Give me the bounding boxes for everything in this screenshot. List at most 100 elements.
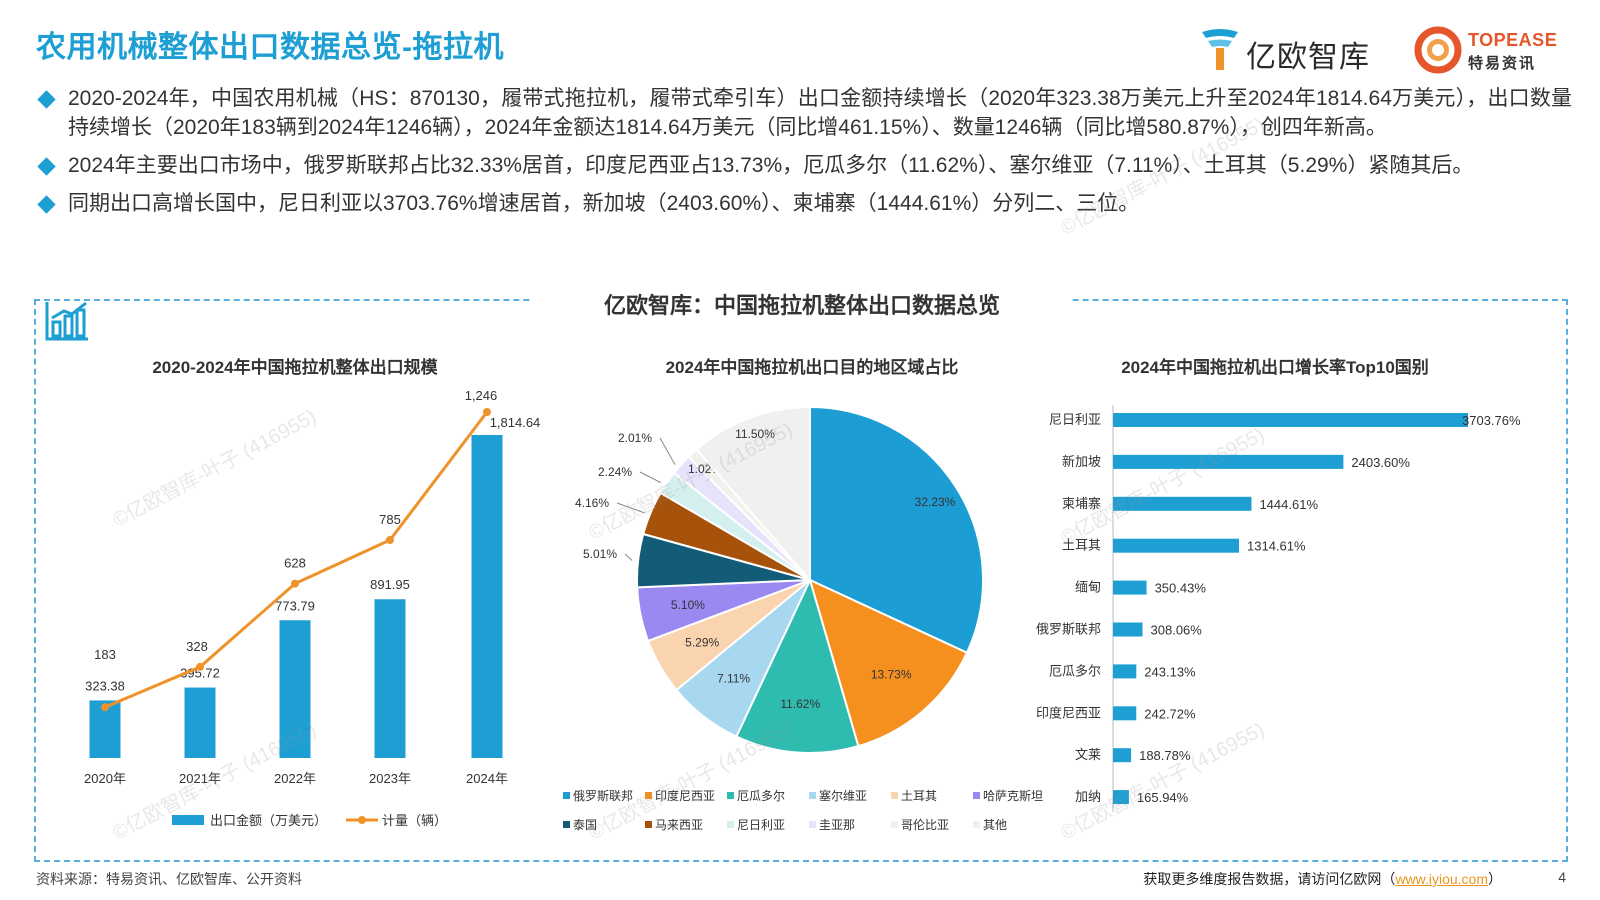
bullet-3-text: 同期出口高增长国中，尼日利亚以3703.76%增速居首，新加坡（2403.60%… [68,192,1140,215]
growth-bar [1113,706,1137,721]
export-value-bar [471,435,503,758]
growth-bar [1113,748,1132,763]
legend-swatch [727,821,734,828]
country-label: 俄罗斯联邦 [1036,622,1101,637]
yiou-logo-text: 亿欧智库 [1246,41,1370,74]
chart2-title: 2024年中国拖拉机出口目的地区域占比 [665,358,959,377]
footer-cta-end: ） [1488,871,1502,887]
legend-label: 塞尔维亚 [819,788,867,803]
growth-bar [1113,580,1147,595]
quantity-point [196,662,204,671]
pie-slice-label: 11.62% [780,697,820,711]
legend-label: 泰国 [573,818,597,832]
country-label: 缅甸 [1075,580,1101,595]
legend-swatch [809,792,816,799]
growth-bar [1113,622,1143,637]
country-label: 加纳 [1075,789,1101,804]
x-tick-label: 2021年 [179,771,221,786]
growth-value-label: 1314.61% [1247,539,1306,554]
quantity-point [483,408,491,416]
pie-slice [735,577,860,754]
legend-swatch [891,792,898,799]
legend-label: 土耳其 [901,789,937,803]
country-label: 柬埔寨 [1062,496,1101,511]
legend-swatch [563,792,570,799]
legend-line-marker [358,816,366,824]
country-label: 厄瓜多尔 [1049,663,1101,678]
legend-label: 马来西亚 [655,818,703,832]
growth-value-label: 3703.76% [1462,413,1521,428]
pie-leader-line [659,437,676,465]
chart-panel-title-bg [532,287,1072,315]
legend-label: 尼日利亚 [737,818,785,832]
topease-logo-en: TOPEASE [1468,30,1558,50]
legend-line-label: 计量（辆） [382,813,447,828]
chart1-title: 2020-2024年中国拖拉机整体出口规模 [152,358,438,377]
pie-slice [695,405,811,583]
quantity-label: 183 [94,647,116,662]
legend-swatch [563,821,570,828]
legend-label: 俄罗斯联邦 [573,789,633,803]
export-value-bar [184,687,216,758]
bar-value-label: 323.38 [85,678,125,693]
quantity-point [386,536,394,545]
pie-slice-label: 2.01% [618,431,652,445]
pie-leader-line [639,471,662,484]
growth-value-label: 2403.60% [1351,455,1410,470]
growth-value-label: 242.72% [1144,706,1196,721]
country-label: 土耳其 [1062,538,1101,553]
yiou-logo-icon [1202,29,1238,70]
bar-value-label: 773.79 [275,598,315,613]
x-tick-label: 2024年 [466,771,508,786]
legend-label: 印度尼西亚 [655,788,715,803]
growth-value-label: 188.78% [1139,748,1191,763]
x-tick-label: 2023年 [369,771,411,786]
legend-label: 其他 [983,818,1007,832]
bullet-1: 2020-2024年，中国农用机械（HS：870130，履带式拖拉机，履带式牵引… [37,84,1572,142]
legend-swatch [809,821,816,828]
footer-cta: 获取更多维度报告数据，请访问亿欧网（www.iyiou.com） [1143,869,1502,889]
pie-slice-label: 13.73% [871,667,912,681]
growth-value-label: 243.13% [1144,664,1196,679]
country-label: 文莱 [1075,747,1101,762]
growth-value-label: 350.43% [1155,581,1207,596]
growth-value-label: 308.06% [1151,623,1203,638]
growth-bar [1113,538,1240,553]
export-value-bar [279,620,311,758]
iyiou-link[interactable]: www.iyiou.com [1395,871,1488,887]
data-source: 资料来源：特易资讯、亿欧智库、公开资料 [36,871,302,887]
quantity-label: 628 [284,556,306,571]
quantity-label: 328 [186,639,208,654]
bar-value-label: 891.95 [370,577,410,592]
legend-label: 哈萨克斯坦 [983,789,1043,803]
footer-cta-text: 获取更多维度报告数据，请访问亿欧网（ [1143,871,1396,887]
page-number: 4 [1558,869,1566,885]
x-tick-label: 2020年 [84,771,126,786]
legend-swatch [645,792,652,799]
bullet-1-text: 2020-2024年，中国农用机械（HS：870130，履带式拖拉机，履带式牵引… [68,87,1572,139]
country-label: 印度尼西亚 [1036,705,1101,720]
legend-swatch [891,821,898,828]
pie-slice-label: 11.50% [735,427,775,441]
pie-leader-line [616,502,645,514]
legend-label: 哥伦比亚 [901,817,949,832]
topease-logo-cn: 特易资讯 [1468,55,1537,72]
legend-label: 厄瓜多尔 [737,788,785,803]
pie-slice-label: 4.16% [575,496,609,510]
growth-bar [1113,496,1252,511]
growth-value-label: 1444.61% [1259,497,1318,512]
pie-slice [809,405,984,655]
bullet-2: 2024年主要出口市场中，俄罗斯联邦占比32.33%居首，印度尼西亚占13.73… [37,151,1572,180]
page-title: 农用机械整体出口数据总览-拖拉机 [36,31,504,64]
legend-swatch [973,792,980,799]
legend-swatch [645,821,652,828]
legend-bar-swatch [172,815,204,825]
topease-logo: TOPEASE 特易资讯 [1414,24,1584,78]
quantity-point [101,703,109,712]
growth-value-label: 165.94% [1137,790,1189,805]
pie-slice-label: 7.11% [717,671,750,685]
pie-slice [808,578,969,748]
summary-bullets: 2020-2024年，中国农用机械（HS：870130，履带式拖拉机，履带式牵引… [37,84,1572,227]
pie-slice-label: 5.29% [685,635,719,649]
